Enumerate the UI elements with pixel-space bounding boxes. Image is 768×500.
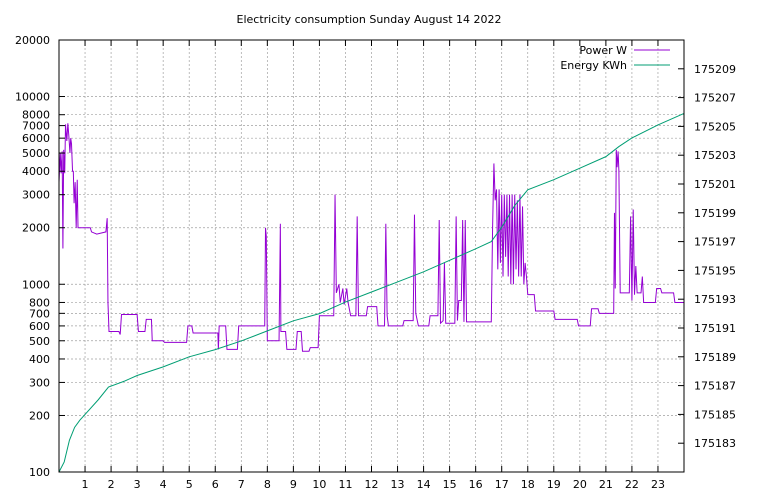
y-tick-label: 5000 (22, 147, 50, 160)
x-tick-label: 7 (238, 478, 245, 491)
x-tick-label: 12 (365, 478, 379, 491)
chart-title: Electricity consumption Sunday August 14… (237, 13, 502, 26)
x-tick-label: 15 (443, 478, 457, 491)
x-tick-label: 20 (573, 478, 587, 491)
x-tick-label: 3 (134, 478, 141, 491)
x-tick-label: 21 (599, 478, 613, 491)
x-tick-label: 23 (651, 478, 665, 491)
x-tick-label: 5 (186, 478, 193, 491)
x-tick-label: 17 (495, 478, 509, 491)
y-tick-label: 1000 (22, 278, 50, 291)
y-tick-label: 500 (29, 335, 50, 348)
x-tick-label: 10 (312, 478, 326, 491)
x-tick-label: 18 (521, 478, 535, 491)
y-tick-label: 300 (29, 376, 50, 389)
y-tick-label: 3000 (22, 189, 50, 202)
y-tick-label: 400 (29, 353, 50, 366)
y-tick-label: 800 (29, 296, 50, 309)
y2-tick-label: 175207 (694, 92, 736, 105)
y2-tick-label: 175197 (694, 236, 736, 249)
axis-ticks: 1 2 3 4 5 6 7 8 9 10 11 12 13 14 15 16 17 18 19 20 21 22 23100… (15, 34, 736, 491)
y2-tick-label: 175205 (694, 120, 736, 133)
y2-tick-label: 175193 (694, 293, 736, 306)
grid (59, 40, 684, 472)
x-tick-label: 19 (547, 478, 561, 491)
y2-tick-label: 175185 (694, 408, 736, 421)
y-tick-label: 8000 (22, 109, 50, 122)
x-tick-label: 22 (625, 478, 639, 491)
legend-label-energy-kwh: Energy KWh (560, 59, 627, 72)
x-tick-label: 2 (108, 478, 115, 491)
y-tick-label: 700 (29, 307, 50, 320)
y-tick-label: 4000 (22, 165, 50, 178)
legend-label-power-w: Power W (579, 44, 627, 57)
legend: Power W Energy KWh (560, 44, 670, 72)
y2-tick-label: 175191 (694, 322, 736, 335)
x-tick-label: 6 (212, 478, 219, 491)
y-tick-label: 6000 (22, 132, 50, 145)
x-tick-label: 9 (290, 478, 297, 491)
x-tick-label: 13 (391, 478, 405, 491)
y2-tick-label: 175201 (694, 178, 736, 191)
y2-tick-label: 175183 (694, 437, 736, 450)
y-tick-label: 2000 (22, 222, 50, 235)
x-tick-label: 16 (469, 478, 483, 491)
y2-tick-label: 175195 (694, 264, 736, 277)
x-tick-label: 14 (417, 478, 431, 491)
y-tick-label: 200 (29, 409, 50, 422)
series-line-energy-kwh (58, 112, 685, 473)
x-tick-label: 11 (338, 478, 352, 491)
y-tick-label: 100 (29, 466, 50, 479)
y2-tick-label: 175203 (694, 149, 736, 162)
x-tick-label: 4 (160, 478, 167, 491)
y2-tick-label: 175209 (694, 63, 736, 76)
y-tick-label: 10000 (15, 91, 50, 104)
y2-tick-label: 175199 (694, 207, 736, 220)
x-tick-label: 1 (82, 478, 89, 491)
y2-tick-label: 175189 (694, 351, 736, 364)
series-line-power-w (58, 123, 684, 352)
y-tick-label: 20000 (15, 34, 50, 47)
y2-tick-label: 175187 (694, 380, 736, 393)
y-tick-label: 7000 (22, 120, 50, 133)
y-tick-label: 600 (29, 320, 50, 333)
series-layer (58, 112, 685, 473)
x-tick-label: 8 (264, 478, 271, 491)
